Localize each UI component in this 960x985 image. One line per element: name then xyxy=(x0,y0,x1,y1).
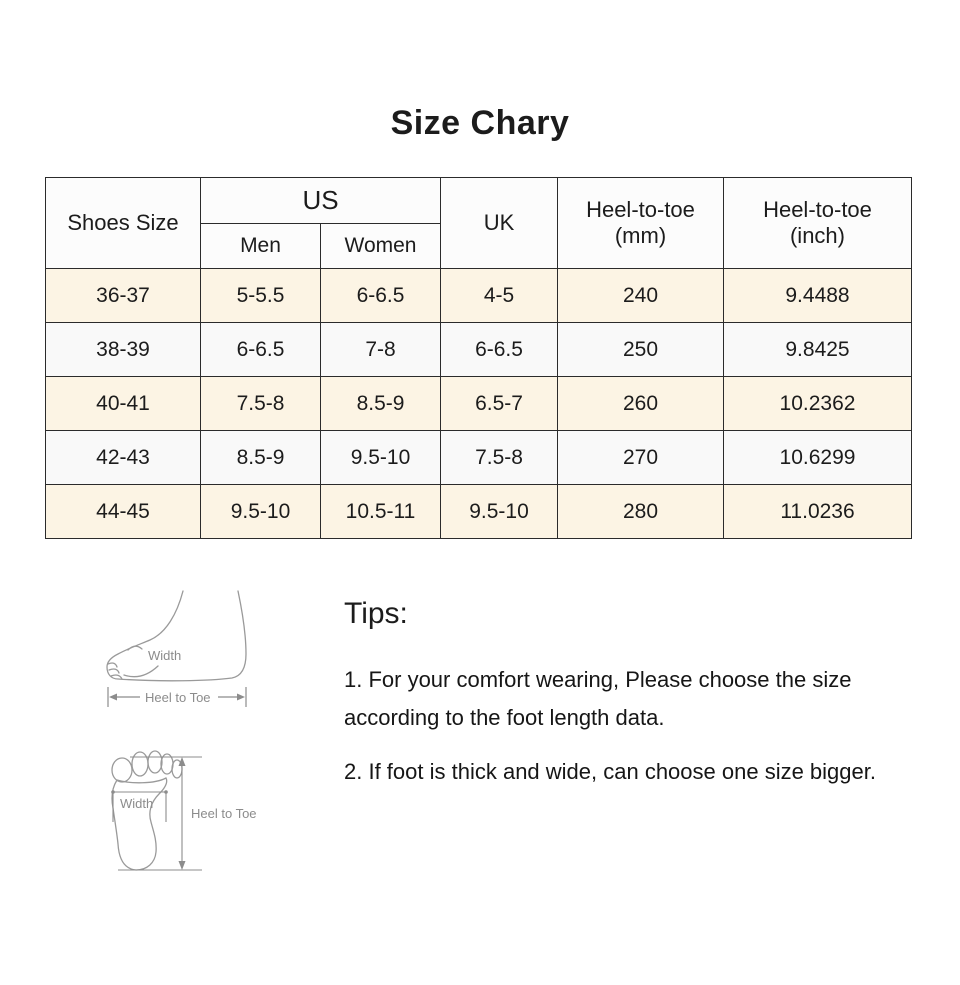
us-women-cell: 6-6.5 xyxy=(320,268,441,323)
heel-to-toe-label: Heel to Toe xyxy=(145,690,211,705)
table-row: 38-39 6-6.5 7-8 6-6.5 250 9.8425 xyxy=(45,322,912,377)
tips-section: Tips: 1. For your comfort wearing, Pleas… xyxy=(344,594,892,791)
table-row: 42-43 8.5-9 9.5-10 7.5-8 270 10.6299 xyxy=(45,430,912,485)
shoes-size-cell: 36-37 xyxy=(45,268,201,323)
uk-cell: 4-5 xyxy=(440,268,558,323)
uk-cell: 7.5-8 xyxy=(440,430,558,485)
col-header-uk: UK xyxy=(440,177,558,269)
uk-cell: 6.5-7 xyxy=(440,376,558,431)
uk-cell: 9.5-10 xyxy=(440,484,558,539)
foot-side-view-diagram: Width Heel to Toe xyxy=(70,588,280,716)
us-women-cell: 7-8 xyxy=(320,322,441,377)
us-men-cell: 8.5-9 xyxy=(200,430,321,485)
foot-bottom-view-icon: Width Heel to Toe xyxy=(111,750,257,871)
heel-inch-label: Heel-to-toe xyxy=(763,196,872,222)
shoes-size-cell: 38-39 xyxy=(45,322,201,377)
us-women-cell: 8.5-9 xyxy=(320,376,441,431)
width-label: Width xyxy=(148,648,181,663)
col-header-heel-to-toe-inch: Heel-to-toe (inch) xyxy=(723,177,912,269)
us-men-cell: 9.5-10 xyxy=(200,484,321,539)
table-row: 44-45 9.5-10 10.5-11 9.5-10 280 11.0236 xyxy=(45,484,912,539)
us-women-cell: 9.5-10 xyxy=(320,430,441,485)
us-women-cell: 10.5-11 xyxy=(320,484,441,539)
shoes-size-cell: 44-45 xyxy=(45,484,201,539)
foot-bottom-view-diagram: Width Heel to Toe xyxy=(95,742,265,882)
tip-item: 2. If foot is thick and wide, can choose… xyxy=(344,758,876,784)
header-row-top: Shoes Size US UK Heel-to-toe (mm) Heel-t… xyxy=(45,177,912,269)
size-table: Shoes Size US UK Heel-to-toe (mm) Heel-t… xyxy=(45,177,912,539)
heel-mm-unit: (mm) xyxy=(614,223,667,248)
col-header-us-men: Men xyxy=(200,223,321,269)
heel-mm-cell: 240 xyxy=(557,268,724,323)
heel-to-toe-label: Heel to Toe xyxy=(191,806,257,821)
shoes-size-cell: 40-41 xyxy=(45,376,201,431)
foot-side-view-icon: Width Heel to Toe xyxy=(106,590,247,707)
heel-inch-cell: 10.6299 xyxy=(723,430,912,485)
us-men-cell: 7.5-8 xyxy=(200,376,321,431)
header-row-sub: Men Women xyxy=(46,223,912,269)
heel-mm-cell: 260 xyxy=(557,376,724,431)
heel-inch-cell: 10.2362 xyxy=(723,376,912,431)
heel-inch-cell: 9.8425 xyxy=(723,322,912,377)
col-header-heel-to-toe-mm: Heel-to-toe (mm) xyxy=(557,177,724,269)
table-row: 40-41 7.5-8 8.5-9 6.5-7 260 10.2362 xyxy=(45,376,912,431)
page-title: Size Chary xyxy=(390,104,570,142)
heel-mm-cell: 280 xyxy=(557,484,724,539)
heel-mm-cell: 270 xyxy=(557,430,724,485)
heel-mm-cell: 250 xyxy=(557,322,724,377)
table-row: 36-37 5-5.5 6-6.5 4-5 240 9.4488 xyxy=(45,268,912,323)
us-men-cell: 6-6.5 xyxy=(200,322,321,377)
tips-heading: Tips: xyxy=(344,597,408,630)
heel-inch-cell: 11.0236 xyxy=(723,484,912,539)
us-men-cell: 5-5.5 xyxy=(200,268,321,323)
tip-item: 1. For your comfort wearing, Please choo… xyxy=(344,666,852,730)
heel-mm-label: Heel-to-toe xyxy=(586,196,695,222)
shoes-size-cell: 42-43 xyxy=(45,430,201,485)
width-label: Width xyxy=(120,796,153,811)
heel-inch-unit: (inch) xyxy=(789,223,845,248)
col-header-us-group: US xyxy=(200,177,441,224)
col-header-us-women: Women xyxy=(320,223,441,269)
heel-inch-cell: 9.4488 xyxy=(723,268,912,323)
col-header-shoes-size: Shoes Size xyxy=(45,177,201,269)
uk-cell: 6-6.5 xyxy=(440,322,558,377)
